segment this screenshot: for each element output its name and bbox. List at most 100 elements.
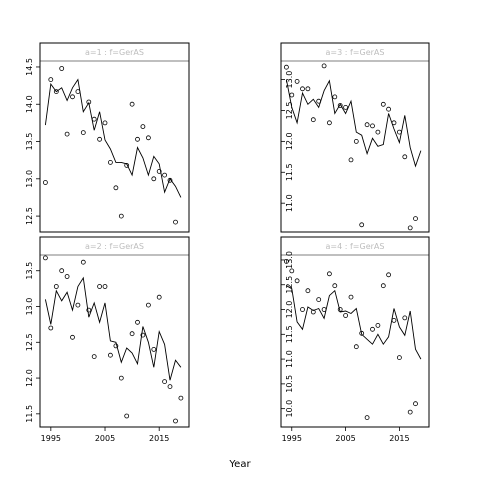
observed-point (102, 284, 108, 289)
observed-point (124, 162, 130, 168)
observed-point (294, 79, 300, 84)
panel-frame (39, 42, 190, 233)
x-tick-label: 1995 (41, 434, 61, 443)
x-axis-label: Year (228, 459, 251, 470)
observed-point (300, 307, 305, 312)
observed-point (413, 401, 418, 407)
observed-point (391, 317, 397, 323)
y-tick-label: 11.5 (285, 163, 294, 181)
observed-point (337, 103, 343, 108)
observed-point (75, 302, 81, 308)
observed-point (337, 307, 343, 312)
observed-point (43, 255, 48, 261)
panel-frame (280, 42, 430, 233)
y-tick-label: 14.5 (25, 58, 34, 76)
observed-point (402, 315, 408, 321)
x-tick-label: 2015 (149, 434, 169, 443)
observed-point (348, 157, 354, 163)
observed-point (364, 122, 370, 128)
observed-point (97, 284, 102, 289)
observed-point (326, 120, 332, 126)
y-tick-label: 10.5 (285, 375, 294, 393)
fitted-line (44, 276, 182, 381)
observed-point (300, 86, 305, 92)
observed-point (140, 332, 146, 338)
panel-a1: a=1 : f=GerAS 12.5 13.0 13.5 14.0 14.5 (25, 42, 190, 233)
y-tick-label: 10.0 (285, 400, 294, 418)
observed-point (332, 94, 338, 100)
observed-point (135, 136, 140, 142)
y-tick-label: 13.5 (25, 262, 34, 280)
observed-point (305, 288, 311, 294)
observed-point (113, 343, 119, 349)
panel-frame (280, 236, 430, 428)
observed-point (353, 344, 359, 350)
x-tick-label: 2005 (95, 434, 115, 443)
observed-point (162, 172, 168, 178)
panel-a2: a=2 : f=GerAS 11.5 12.0 12.5 13.0 13.5 1995 200… (25, 236, 190, 443)
observed-point (108, 352, 113, 358)
observed-point (413, 216, 418, 222)
y-tick-label: 11.0 (285, 350, 294, 368)
panel-frame (39, 236, 190, 428)
panel-a3: a=3 : f=GerAS 11.0 11.5 12.0 12.5 13.0 (280, 42, 430, 233)
panel-strip-label: a=3 : f=GerAS (326, 48, 385, 57)
observed-point (118, 375, 124, 381)
observed-point (396, 355, 402, 361)
observed-point (80, 259, 86, 265)
observed-point (145, 302, 151, 308)
observed-point (343, 105, 349, 110)
observed-point (70, 334, 75, 340)
fitted-line (44, 78, 182, 198)
observed-point (321, 63, 327, 69)
observed-point (359, 222, 365, 228)
panel-a4: a=4 : f=GerAS 10.0 10.5 11.0 11.5 12.0 12.5 13.… (280, 236, 430, 443)
observed-point (124, 413, 130, 419)
observed-point (283, 258, 289, 264)
observed-point (370, 123, 375, 129)
observed-point (113, 185, 119, 191)
observed-point (359, 330, 365, 336)
observed-point (167, 384, 173, 390)
observed-point (407, 225, 413, 231)
y-tick-label: 11.0 (285, 194, 294, 212)
observed-point (380, 101, 386, 107)
observed-point (64, 131, 70, 137)
observed-point (173, 418, 178, 424)
y-tick-label: 11.5 (285, 325, 294, 343)
fitted-line (286, 285, 422, 360)
y-tick-label: 12.5 (25, 333, 34, 351)
y-tick-label: 13.0 (285, 71, 294, 89)
observed-point (91, 116, 97, 122)
observed-point (135, 319, 140, 325)
observed-point (53, 89, 59, 94)
observed-point (353, 138, 359, 144)
observed-point (289, 268, 295, 274)
observed-point (156, 168, 162, 174)
y-tick-label: 12.0 (285, 301, 294, 319)
x-tick-label: 1995 (282, 434, 302, 443)
observed-point (118, 213, 124, 219)
observed-point (326, 271, 332, 277)
y-tick-label: 13.5 (25, 133, 34, 151)
observed-point (364, 415, 370, 421)
observed-point (396, 129, 402, 135)
observed-point (332, 283, 338, 289)
x-tick-label: 2005 (335, 434, 355, 443)
observed-point (402, 154, 408, 160)
panel-strip-label: a=1 : f=GerAS (85, 48, 144, 57)
panel-strip-label: a=2 : f=GerAS (85, 242, 144, 251)
observed-point (43, 180, 48, 185)
panel-strip-label: a=4 : f=GerAS (326, 242, 385, 251)
observed-point (380, 283, 386, 289)
observed-point (48, 77, 54, 82)
observed-point (391, 120, 397, 126)
observed-point (75, 89, 81, 94)
observed-point (156, 294, 162, 300)
observed-point (48, 325, 54, 331)
observed-point (173, 219, 178, 225)
y-tick-label: 12.5 (285, 102, 294, 120)
observed-point (294, 278, 300, 284)
observed-point (86, 99, 92, 105)
